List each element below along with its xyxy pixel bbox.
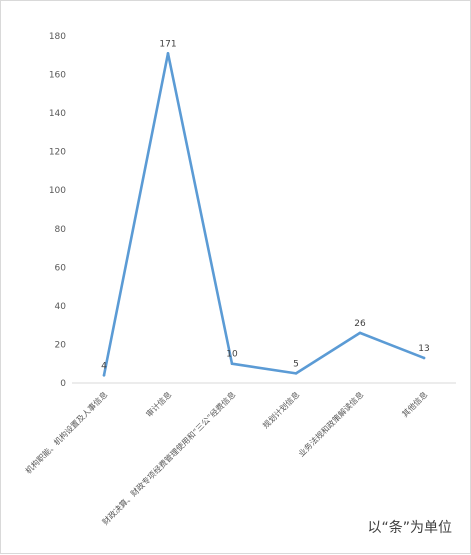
data-label: 13: [418, 344, 429, 354]
data-point: [166, 52, 170, 55]
x-category-label: 机构职能、机构设置及人事信息: [23, 389, 109, 475]
y-axis-ticks: 0 20 40 60 80 100 120 140 160 180: [49, 32, 66, 389]
x-axis-category-labels: 机构职能、机构设置及人事信息 审计信息财政决算、财政专项经费管理使用和“三公”经费…: [23, 389, 429, 526]
data-label: 4: [101, 361, 107, 371]
data-point: [358, 331, 362, 335]
x-category-label: 规划计划信息: [260, 389, 301, 430]
y-tick-label: 60: [55, 263, 67, 273]
y-tick-label: 160: [49, 71, 66, 81]
y-tick-label: 0: [60, 379, 66, 389]
y-tick-label: 120: [49, 148, 66, 158]
y-tick-label: 40: [55, 302, 67, 312]
y-tick-label: 80: [55, 225, 67, 235]
data-label: 171: [159, 39, 176, 49]
data-label: 10: [226, 350, 238, 360]
y-tick-label: 180: [49, 32, 66, 42]
data-point: [422, 356, 426, 360]
data-point: [102, 373, 106, 377]
y-tick-label: 140: [49, 109, 66, 119]
data-label: 26: [354, 319, 366, 329]
x-category-label: 财政决算、财政专项经费管理使用和“三公”经费信息: [100, 389, 237, 526]
data-point: [230, 362, 234, 366]
unit-note: 以“条”为单位: [367, 520, 452, 536]
data-label: 5: [293, 359, 299, 369]
y-tick-label: 20: [55, 340, 67, 350]
y-tick-label: 100: [49, 186, 66, 196]
series-line: [102, 52, 426, 377]
data-point: [294, 372, 298, 375]
data-labels: 4 171 10 5 26 13: [101, 39, 430, 377]
x-category-label: 审计信息: [144, 389, 174, 419]
x-category-label: 业务法规和政策解读信息: [296, 389, 365, 458]
x-category-label: 其他信息: [400, 389, 430, 419]
